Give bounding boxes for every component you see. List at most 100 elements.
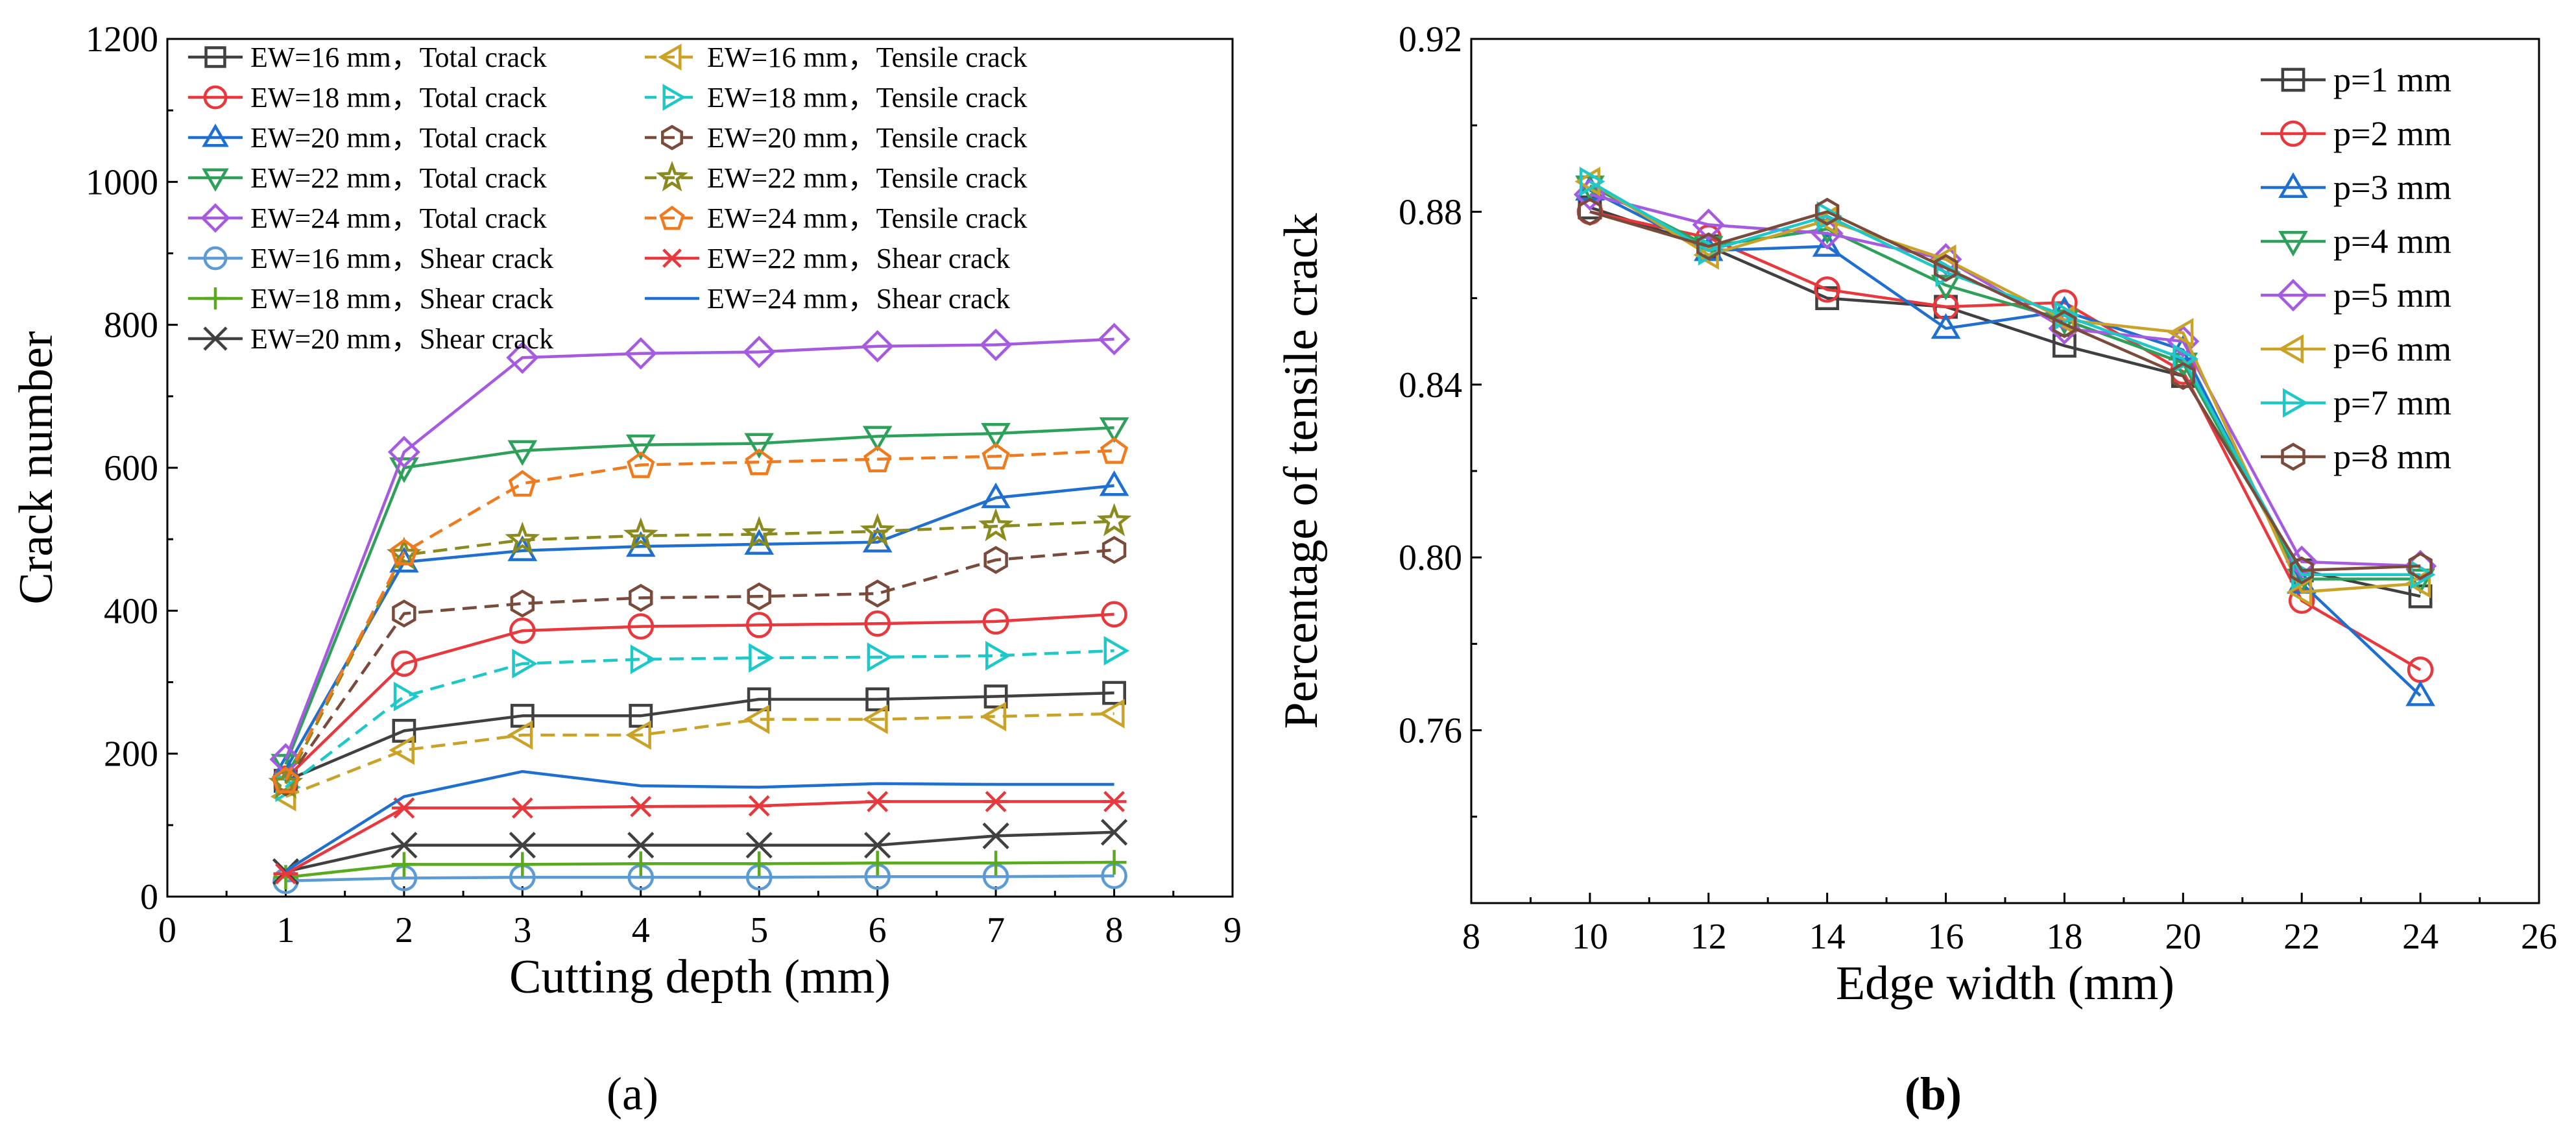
data-point bbox=[1931, 313, 1961, 339]
legend-label: EW=20 mm，Shear crack bbox=[250, 323, 553, 355]
data-point bbox=[860, 513, 895, 546]
data-point bbox=[1101, 601, 1127, 628]
series-12 bbox=[268, 503, 1132, 799]
y-tick-label: 0.92 bbox=[1399, 19, 1462, 60]
data-point bbox=[983, 791, 1009, 812]
data-point bbox=[863, 445, 892, 473]
data-point bbox=[985, 640, 1011, 671]
series-line bbox=[285, 874, 1114, 883]
data-point bbox=[747, 582, 771, 610]
data-point bbox=[981, 423, 1011, 449]
legend-marker bbox=[2281, 442, 2305, 471]
legend-marker bbox=[2277, 278, 2309, 312]
y-tick-label: 0.80 bbox=[1399, 538, 1462, 578]
x-axis-title: Cutting depth (mm) bbox=[509, 950, 891, 1004]
y-axis-title: Crack number bbox=[10, 331, 63, 604]
data-point bbox=[1103, 636, 1130, 666]
x-tick-label: 7 bbox=[987, 910, 1005, 950]
legend: EW=16 mm，Total crack EW=18 mm，Total crack… bbox=[188, 42, 1027, 355]
data-point bbox=[862, 426, 893, 452]
series-8 bbox=[1578, 197, 2433, 585]
x-tick-label: 14 bbox=[1809, 917, 1846, 957]
data-point bbox=[1096, 503, 1132, 537]
legend-marker bbox=[661, 248, 683, 268]
data-point bbox=[867, 642, 893, 672]
data-point bbox=[2408, 551, 2433, 581]
x-tick-label: 6 bbox=[869, 910, 887, 950]
data-point bbox=[1814, 276, 1840, 303]
legend-label: EW=22 mm，Shear crack bbox=[707, 243, 1010, 274]
data-point bbox=[1101, 536, 1127, 564]
legend-label: EW=16 mm，Tensile crack bbox=[707, 42, 1027, 73]
y-axis-title: Percentage of tensile crack bbox=[1275, 213, 1328, 729]
legend-marker bbox=[656, 160, 688, 191]
data-point bbox=[865, 851, 890, 876]
data-point bbox=[628, 795, 653, 817]
data-point bbox=[744, 433, 774, 459]
series-4 bbox=[1575, 175, 2435, 595]
series-14 bbox=[273, 791, 1127, 885]
legend-marker bbox=[659, 206, 685, 230]
data-point bbox=[509, 832, 536, 859]
legend-label: p=2 mm bbox=[2333, 114, 2451, 153]
x-tick-label: 5 bbox=[750, 910, 768, 950]
series-6 bbox=[272, 862, 1127, 895]
legend-label: EW=18 mm，Shear crack bbox=[250, 283, 553, 315]
data-point bbox=[981, 442, 1010, 470]
y-tick-label: 0 bbox=[140, 877, 158, 917]
series-line bbox=[284, 337, 1114, 760]
x-tick-label: 8 bbox=[1105, 910, 1124, 950]
series-line bbox=[1589, 180, 2421, 594]
data-point bbox=[507, 720, 533, 750]
data-point bbox=[1814, 197, 1840, 226]
data-point bbox=[1812, 231, 1842, 257]
data-point bbox=[865, 579, 890, 608]
series-line bbox=[285, 800, 1114, 875]
panel-b-label: (b) bbox=[1905, 1068, 1962, 1120]
data-point bbox=[273, 865, 298, 890]
data-point bbox=[392, 599, 416, 628]
x-tick-label: 24 bbox=[2402, 917, 2438, 957]
x-tick-label: 3 bbox=[513, 910, 531, 950]
y-tick-label: 0.88 bbox=[1399, 192, 1462, 232]
legend-marker bbox=[202, 123, 229, 147]
data-point bbox=[623, 517, 658, 551]
legend: p=1 mm p=2 mm p=3 mm p=4 mm p=5 mm p=6 mm p=7 … bbox=[2261, 60, 2451, 476]
data-point bbox=[625, 720, 651, 750]
data-point bbox=[627, 613, 655, 640]
data-point bbox=[981, 482, 1011, 509]
data-point bbox=[862, 705, 888, 734]
series-7 bbox=[273, 850, 1127, 890]
series-15 bbox=[285, 769, 1114, 873]
series-line bbox=[284, 612, 1114, 780]
y-tick-label: 600 bbox=[104, 448, 158, 489]
data-point bbox=[510, 703, 535, 728]
data-point bbox=[1101, 850, 1127, 875]
data-point bbox=[2408, 584, 2433, 609]
data-point bbox=[390, 538, 418, 566]
data-point bbox=[391, 852, 416, 877]
legend-marker bbox=[2282, 388, 2309, 418]
series-line bbox=[285, 860, 1114, 879]
legend-label: EW=22 mm，Tensile crack bbox=[707, 162, 1027, 194]
data-point bbox=[1101, 791, 1127, 812]
x-tick-label: 2 bbox=[395, 910, 413, 950]
legend-marker bbox=[2280, 120, 2307, 147]
data-point bbox=[983, 851, 1009, 876]
data-point bbox=[2286, 577, 2313, 607]
data-point bbox=[2405, 680, 2435, 707]
legend-marker bbox=[204, 46, 226, 68]
data-point bbox=[510, 589, 535, 618]
x-tick-label: 4 bbox=[632, 910, 650, 950]
data-point bbox=[982, 608, 1009, 635]
data-point bbox=[747, 687, 771, 712]
y-tick-label: 200 bbox=[104, 734, 158, 775]
data-point bbox=[1811, 217, 1844, 250]
series-5 bbox=[269, 322, 1131, 776]
legend-marker bbox=[2278, 172, 2308, 199]
data-point bbox=[506, 341, 539, 374]
legend-marker bbox=[204, 287, 226, 309]
data-point bbox=[1931, 274, 1961, 301]
legend-marker bbox=[661, 125, 683, 151]
